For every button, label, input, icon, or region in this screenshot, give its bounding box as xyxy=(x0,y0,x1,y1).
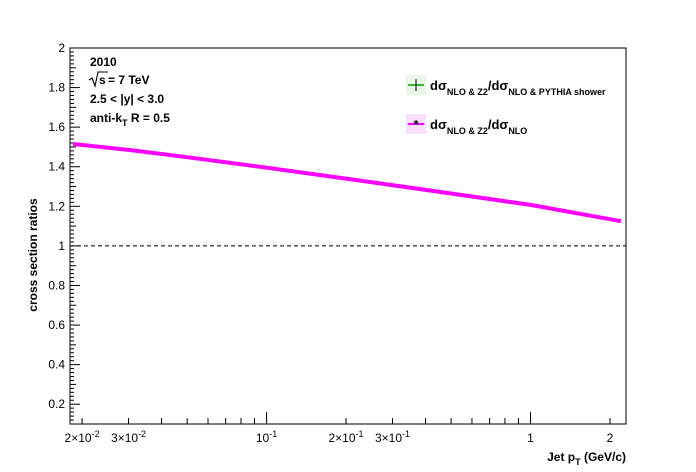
y-tick-label: 2 xyxy=(58,41,65,55)
legend: dσNLO & Z2/dσNLO & PYTHIA shower * dσNLO… xyxy=(406,75,606,136)
y-axis-title: cross section ratios xyxy=(26,198,40,312)
svg-text:s: s xyxy=(99,73,106,87)
plot-area xyxy=(70,142,626,247)
x-tick-label: 3×10-1 xyxy=(375,429,410,445)
x-tick-label: 2 xyxy=(607,431,614,445)
x-tick-label: 10-1 xyxy=(256,429,277,445)
sqrt-symbol xyxy=(88,71,108,88)
x-tick-label: 3×10-2 xyxy=(111,429,146,445)
year-label: 2010 xyxy=(90,55,117,69)
plot-frame xyxy=(69,47,627,425)
y-tick-label: 1.4 xyxy=(48,160,65,174)
rapidity-label: 2.5 < |y| < 3.0 xyxy=(90,92,164,106)
y-tick-label: 1 xyxy=(58,239,65,253)
y-tick-label: 1.8 xyxy=(48,81,65,95)
svg-text:= 7 TeV: = 7 TeV xyxy=(108,73,149,87)
y-tick-label: 1.6 xyxy=(48,120,65,134)
x-tick-label: 1 xyxy=(527,431,534,445)
y-tick-label: 0.8 xyxy=(48,278,65,292)
y-tick-label: 1.2 xyxy=(48,199,65,213)
legend-label-2: dσNLO & Z2/dσNLO xyxy=(430,117,527,136)
x-axis-title: Jet pT (GeV/c) xyxy=(547,450,626,467)
svg-text:*: * xyxy=(413,117,419,132)
energy-label: s = 7 TeV xyxy=(88,71,149,88)
x-tick-label: 2×10-1 xyxy=(329,429,364,445)
x-axis xyxy=(81,412,611,424)
info-box: 2010 s = 7 TeV 2.5 < |y| < 3.0 anti-kT R… xyxy=(88,55,170,128)
legend-entry-2: * dσNLO & Z2/dσNLO xyxy=(406,114,527,136)
x-tick-labels: 2×10-2 3×10-2 10-1 2×10-1 3×10-1 1 2 xyxy=(65,429,614,445)
y-tick-label: 0.6 xyxy=(48,318,65,332)
y-axis: 0.2 0.4 0.6 0.8 1 1.2 1.4 1.6 1.8 2 xyxy=(48,41,80,425)
series-line-1 xyxy=(72,142,622,224)
x-tick-label: 2×10-2 xyxy=(65,429,100,445)
legend-label-1: dσNLO & Z2/dσNLO & PYTHIA shower xyxy=(430,78,606,97)
y-tick-label: 0.4 xyxy=(48,358,65,372)
legend-entry-1: dσNLO & Z2/dσNLO & PYTHIA shower xyxy=(406,75,606,97)
algorithm-label: anti-kT R = 0.5 xyxy=(90,111,170,128)
y-tick-label: 0.2 xyxy=(48,397,65,411)
